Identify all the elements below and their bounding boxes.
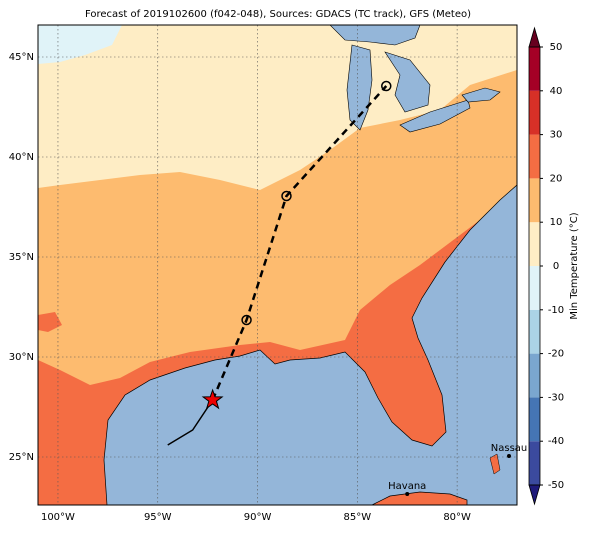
colorbar-band — [529, 222, 540, 266]
city-label: Havana — [388, 481, 426, 492]
lake-erie — [399, 99, 471, 133]
colorbar-band — [529, 47, 540, 91]
colorbar-band — [529, 90, 540, 135]
colorbar-tick-label: 20 — [550, 173, 563, 184]
colorbar-over — [528, 26, 541, 48]
colorbar-band — [529, 441, 540, 485]
forecast-position — [241, 314, 252, 326]
x-tick-label: 100°W — [41, 512, 75, 523]
x-tick-label: 80°W — [443, 512, 471, 523]
y-tick-label: 25°N — [9, 452, 34, 463]
y-tick-label: 40°N — [9, 152, 34, 163]
colorbar-band — [529, 353, 540, 398]
plot-frame — [37, 24, 518, 506]
map-layers — [38, 25, 517, 505]
colorbar-tick-label: 10 — [550, 217, 563, 228]
colorbar-tick-label: -40 — [548, 436, 564, 447]
colorbar-tick-label: -30 — [548, 392, 564, 403]
land-hot — [38, 312, 62, 332]
track — [167, 80, 392, 446]
land-cold — [38, 25, 122, 64]
colorbar-band — [529, 397, 540, 442]
y-tick-label: 45°N — [9, 52, 34, 63]
grid — [38, 25, 517, 505]
colorbar-tick-label: 0 — [553, 261, 559, 272]
colorbar-tick-label: -10 — [548, 305, 564, 316]
x-tick-label: 95°W — [144, 512, 172, 523]
city-marker — [507, 454, 512, 458]
city-label: Nassau — [491, 443, 528, 454]
forecast-track — [211, 85, 388, 401]
colorbar-tick-label: 50 — [550, 42, 563, 53]
axis-ticks: 100°W 95°W 90°W 85°W 80°W 25°N 30°N 35°N 40°N 45°… — [9, 52, 471, 523]
y-tick-label: 35°N — [9, 252, 34, 263]
ocean — [103, 184, 517, 505]
colorbar-tick-label: -50 — [548, 480, 564, 491]
y-tick-label: 30°N — [9, 352, 34, 363]
x-tick-label: 85°W — [344, 512, 372, 523]
city-marker — [405, 492, 410, 496]
colorbar-label: Min Temperature (°C) — [569, 212, 580, 319]
colorbar: -50 -40 -30 -20 -10 0 10 20 30 40 50 — [528, 26, 564, 506]
colorbar-under — [528, 484, 541, 506]
x-tick-label: 90°W — [244, 512, 272, 523]
cuba — [371, 491, 468, 505]
forecast-position — [381, 80, 392, 92]
colorbar-band — [529, 266, 540, 310]
colorbar-tick-label: -20 — [548, 349, 564, 360]
lake-michigan — [346, 44, 373, 131]
lake-ontario — [461, 87, 501, 103]
colorbar-tick-label: 30 — [550, 130, 563, 141]
colorbar-tick-label: 40 — [550, 86, 563, 97]
colorbar-band — [529, 134, 540, 179]
storm-position — [201, 388, 224, 410]
island — [489, 453, 501, 475]
forecast-position — [281, 190, 292, 202]
colorbar-band — [529, 178, 540, 223]
title: Forecast of 2019102600 (f042-048), Sourc… — [85, 9, 471, 20]
lake-superior — [329, 25, 421, 46]
lake-huron — [384, 51, 431, 113]
colorbar-band — [529, 309, 540, 354]
observed-track — [167, 399, 214, 446]
